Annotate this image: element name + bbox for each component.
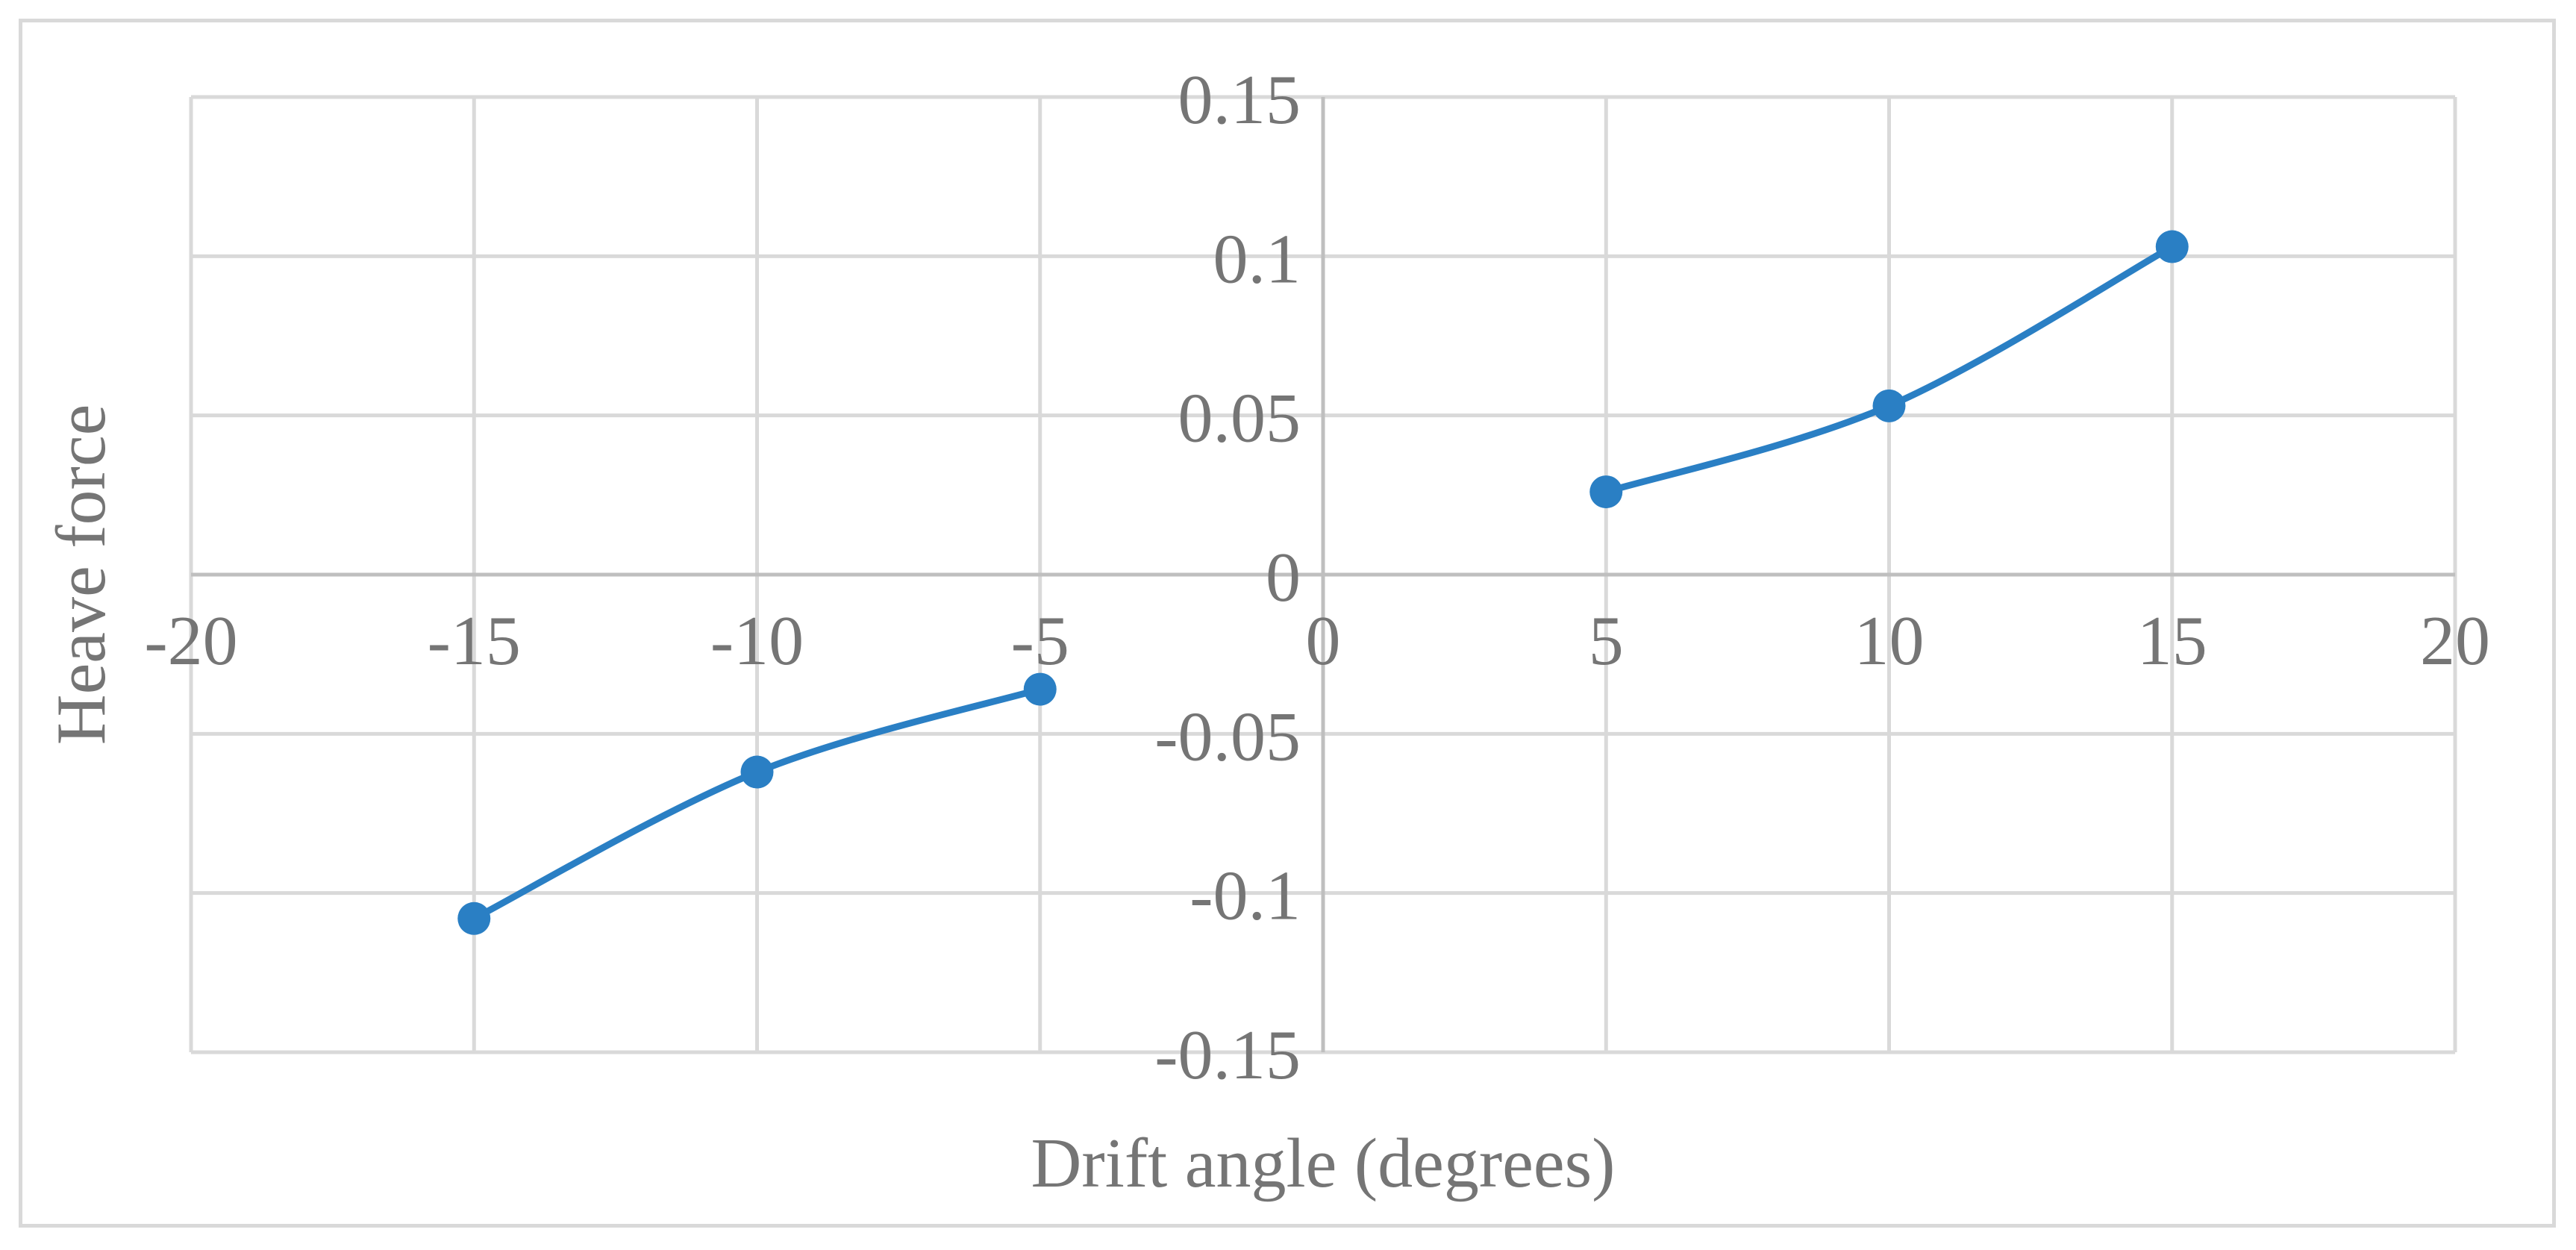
- x-tick-label: 5: [1589, 602, 1624, 680]
- data-point: [1023, 672, 1057, 706]
- chart-svg: -20 -15 -10 -5 0 5 10 15 20 0.150.10.050-0.05-0.…: [43, 61, 2490, 1202]
- y-tick-label: 0.15: [1178, 61, 1301, 139]
- x-tick-label: -10: [710, 602, 804, 680]
- x-tick-label: -5: [1011, 602, 1069, 680]
- data-point: [1872, 389, 1906, 422]
- data-point: [457, 901, 491, 935]
- y-tick-label: -0.05: [1154, 698, 1301, 775]
- y-tick-labels: 0.15 0.1 0.05 0 -0.05 -0.1 -0.15: [1154, 61, 1301, 1094]
- x-tick-label: -20: [144, 602, 237, 680]
- data-point: [740, 755, 774, 789]
- x-tick-label: 0: [1306, 602, 1341, 680]
- x-tick-label: -15: [428, 602, 521, 680]
- x-tick-label: 10: [1854, 602, 1925, 680]
- chart-frame: -20 -15 -10 -5 0 5 10 15 20 0.15 0.1 0.05 0 -0.05 -0.…: [19, 19, 2556, 1228]
- x-tick-label: 15: [2137, 602, 2207, 680]
- y-axis-title: Heave force: [43, 404, 120, 746]
- series-layer: [457, 230, 2189, 935]
- y-tick-label: 0.05: [1178, 380, 1301, 457]
- axis-layer: [191, 97, 2455, 1052]
- x-axis-title: Drift angle (degrees): [1031, 1125, 1616, 1202]
- x-tick-label: 20: [2420, 602, 2490, 680]
- data-point: [1589, 475, 1623, 509]
- y-tick-label: 0: [1266, 539, 1301, 616]
- x-tick-labels: -20 -15 -10 -5 0 5 10 15 20: [144, 602, 2490, 680]
- y-tick-label: 0.1: [1213, 220, 1301, 298]
- y-tick-label: -0.15: [1154, 1016, 1301, 1094]
- y-tick-label: -0.1: [1189, 857, 1301, 935]
- data-point: [2155, 230, 2189, 263]
